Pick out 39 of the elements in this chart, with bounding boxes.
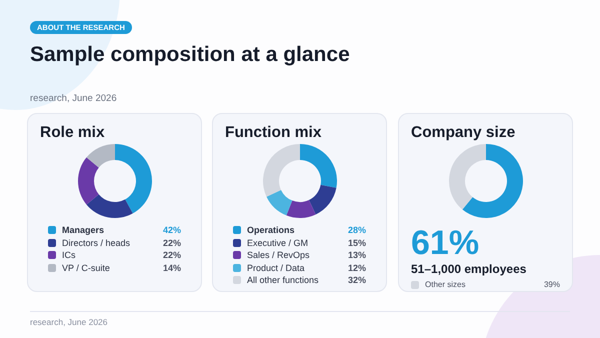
donut-slice xyxy=(86,144,114,168)
data-label: 32% xyxy=(348,274,366,286)
text: research, June 2026 xyxy=(30,93,117,104)
donut-slice xyxy=(308,184,336,214)
legend-label: VP / C-suite xyxy=(62,262,111,274)
legend-label: Sales / RevOps xyxy=(247,249,311,262)
legend-label: All other functions xyxy=(247,274,320,286)
data-label: 12% xyxy=(348,262,366,274)
data-label: 14% xyxy=(162,262,181,274)
data-label: 22% xyxy=(162,249,181,262)
donut-slice xyxy=(448,144,486,210)
donut-slice xyxy=(462,144,522,218)
data-label: 13% xyxy=(348,249,366,262)
donut-slice xyxy=(300,144,336,188)
legend-label: Directors / heads xyxy=(62,236,132,249)
data-label: 15% xyxy=(348,236,366,249)
data-label: 28% xyxy=(348,224,366,236)
slice-label: 51–1,000 employees xyxy=(411,262,528,276)
donut-slice xyxy=(266,190,292,216)
legend-label: Operations xyxy=(247,224,296,236)
donut-slice xyxy=(114,144,152,214)
legend-label: Other sizes xyxy=(425,280,466,289)
donut-slice xyxy=(86,194,132,218)
data-label: 61% xyxy=(411,224,480,262)
data-label: 22% xyxy=(162,236,181,249)
donut-slice xyxy=(286,200,316,218)
donut-slice xyxy=(78,157,98,205)
text: Sample composition at a glance xyxy=(30,43,350,67)
legend-label: Managers xyxy=(62,224,106,236)
donut-slice xyxy=(262,144,300,197)
legend-label: ICs xyxy=(62,249,76,262)
chart-title: Function mix xyxy=(225,124,322,142)
chart-title: Company size xyxy=(411,124,516,142)
chart-title: Role mix xyxy=(40,124,106,142)
data-label: 42% xyxy=(162,224,181,236)
data-label: 39% xyxy=(544,280,560,289)
legend-label: Product / Data xyxy=(247,262,306,274)
legend-label: Executive / GM xyxy=(247,236,310,249)
text: research, June 2026 xyxy=(30,317,108,327)
